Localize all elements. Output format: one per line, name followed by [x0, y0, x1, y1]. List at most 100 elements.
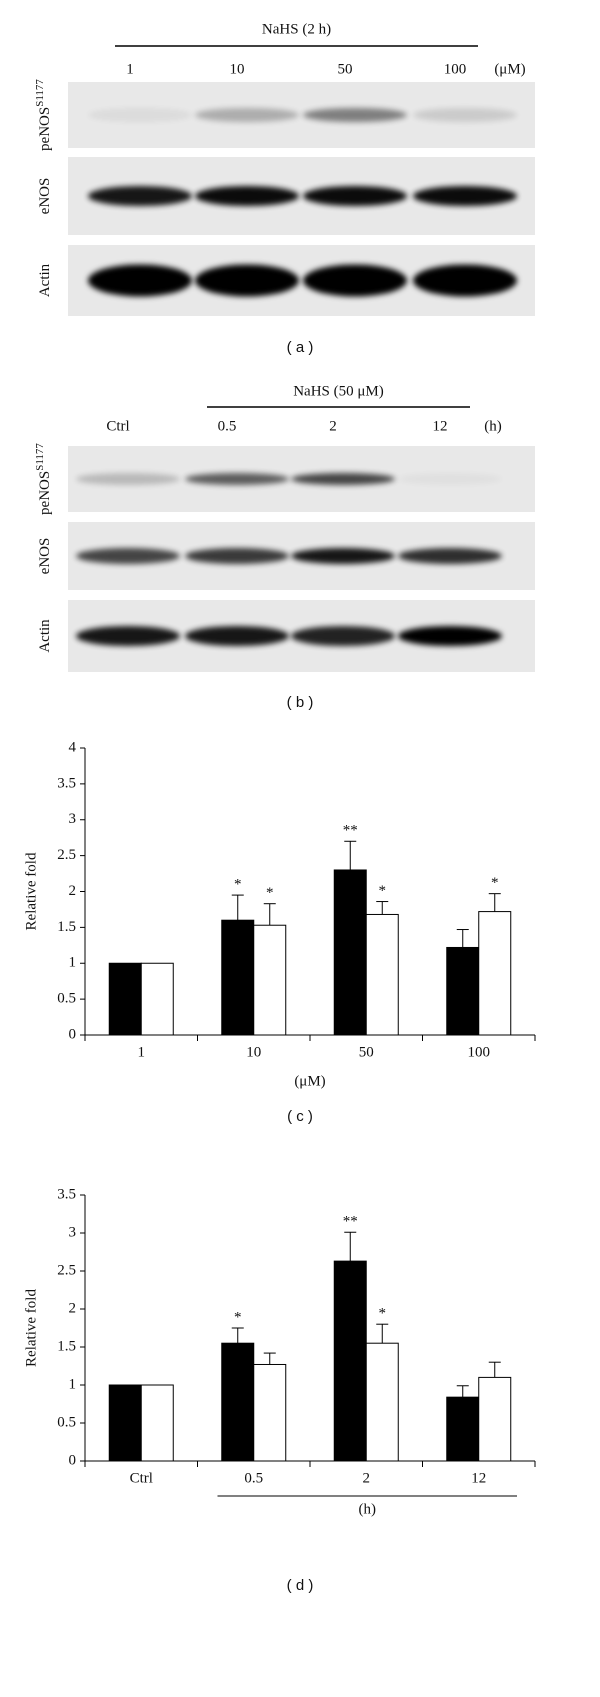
- y-tick-label: 0.5: [57, 991, 76, 1007]
- row-label-text: peNOS: [37, 471, 53, 515]
- significance: *: [234, 877, 242, 893]
- blot-band: [88, 264, 192, 297]
- x-tick-label: 2: [363, 1470, 371, 1486]
- row-label-text: Actin: [37, 263, 53, 297]
- x-tick-label: Ctrl: [130, 1470, 153, 1486]
- blot-header: NaHS (50 μM): [293, 383, 384, 399]
- bar: [140, 962, 174, 1036]
- significance: *: [491, 875, 499, 891]
- significance: **: [343, 823, 358, 839]
- row-label: peNOSS1177: [34, 443, 54, 515]
- y-tick-label: 2: [69, 1300, 77, 1316]
- blot-header: NaHS (2 h): [262, 21, 331, 37]
- caption: ( b ): [287, 694, 314, 711]
- row-label: eNOS: [37, 178, 53, 215]
- row-label: peNOSS1177: [34, 79, 54, 151]
- bar: [365, 913, 399, 1036]
- y-axis-label: Relative fold: [23, 1289, 39, 1367]
- significance: *: [266, 885, 274, 901]
- y-tick-label: 0: [69, 1026, 77, 1042]
- blot-band: [303, 108, 407, 122]
- y-tick-label: 3: [69, 811, 77, 827]
- blot-band: [303, 186, 407, 206]
- blot-band: [185, 626, 289, 646]
- lane-label: 10: [230, 61, 245, 77]
- y-tick-label: 1: [69, 955, 77, 971]
- row-label-sup: S1177: [34, 443, 46, 471]
- blot-band: [413, 186, 517, 206]
- bar: [253, 924, 287, 1036]
- caption: ( d ): [287, 1577, 314, 1594]
- caption: ( c ): [287, 1108, 313, 1125]
- bar: [333, 1260, 367, 1462]
- row-label: Actin: [37, 619, 53, 653]
- row-label: Actin: [37, 263, 53, 297]
- blot-band: [291, 626, 395, 646]
- y-tick-label: 2: [69, 883, 77, 899]
- significance: *: [379, 1306, 387, 1322]
- blot-band: [413, 108, 517, 122]
- bar: [478, 911, 512, 1036]
- blot-band: [195, 186, 299, 206]
- significance: *: [379, 883, 387, 899]
- row-label: eNOS: [37, 538, 53, 575]
- blot-band: [413, 264, 517, 297]
- lane-label: 2: [329, 418, 337, 434]
- row-label-text: Actin: [37, 619, 53, 653]
- y-tick-label: 2.5: [57, 847, 76, 863]
- bar: [365, 1342, 399, 1462]
- bar: [446, 1396, 480, 1462]
- x-tick-label: 1: [138, 1044, 146, 1060]
- x-tick-label: 12: [471, 1470, 486, 1486]
- bar: [221, 919, 255, 1036]
- x-tick-label: 100: [468, 1044, 491, 1060]
- blot-band: [76, 548, 180, 564]
- blot-band: [195, 108, 299, 122]
- y-tick-label: 1: [69, 1376, 77, 1392]
- blot-band: [185, 548, 289, 564]
- bar: [108, 962, 142, 1036]
- significance: *: [234, 1309, 242, 1325]
- y-tick-label: 0.5: [57, 1414, 76, 1430]
- x-tick-label: 50: [359, 1044, 374, 1060]
- row-label-sup: S1177: [34, 79, 46, 107]
- y-tick-label: 3.5: [57, 1186, 76, 1202]
- y-axis-label: Relative fold: [23, 852, 39, 930]
- lane-label: 12: [433, 418, 448, 434]
- y-tick-label: 1.5: [57, 919, 76, 935]
- row-label-text: eNOS: [37, 538, 53, 575]
- y-tick-label: 3: [69, 1224, 77, 1240]
- x-tick-label: 10: [246, 1044, 261, 1060]
- blot-band: [88, 108, 192, 122]
- lane-label: 50: [338, 61, 353, 77]
- bar: [108, 1384, 142, 1462]
- x-axis-label: (h): [359, 1501, 377, 1517]
- bar: [333, 869, 367, 1036]
- row-label-text: peNOS: [37, 107, 53, 151]
- lane-unit: (μM): [494, 61, 525, 77]
- significance: **: [343, 1214, 358, 1230]
- blot-band: [398, 473, 502, 485]
- caption: ( a ): [287, 339, 314, 356]
- bar: [140, 1384, 174, 1462]
- blot-band: [291, 548, 395, 564]
- bar: [478, 1376, 512, 1462]
- blot-band: [291, 473, 395, 485]
- blot-band: [303, 264, 407, 297]
- x-axis-label: (μM): [294, 1073, 325, 1089]
- bar: [221, 1342, 255, 1462]
- x-tick-label: 0.5: [244, 1470, 263, 1486]
- bar: [446, 946, 480, 1036]
- bar: [253, 1363, 287, 1462]
- blot-band: [185, 473, 289, 485]
- blot-band: [195, 264, 299, 297]
- y-tick-label: 1.5: [57, 1338, 76, 1354]
- y-tick-label: 0: [69, 1452, 77, 1468]
- lane-label: 1: [126, 61, 134, 77]
- blot-band: [76, 473, 180, 485]
- lane-label: 0.5: [218, 418, 237, 434]
- blot-band: [76, 626, 180, 646]
- row-label-text: eNOS: [37, 178, 53, 215]
- blot-band: [398, 626, 502, 646]
